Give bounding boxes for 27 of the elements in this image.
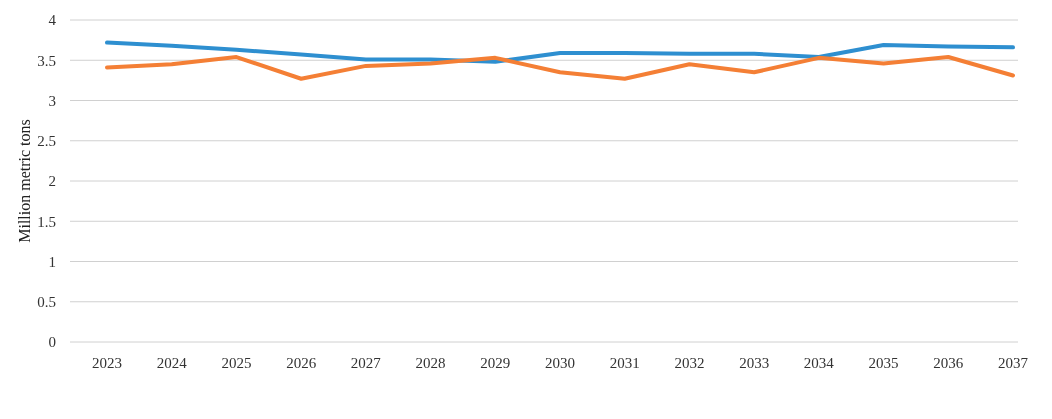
x-tick-label: 2036 — [933, 355, 964, 371]
x-tick-label: 2035 — [868, 355, 899, 371]
x-tick-label: 2029 — [480, 355, 511, 371]
line-series — [105, 55, 1015, 81]
x-tick-label: 2028 — [415, 355, 446, 371]
x-tick-label: 2024 — [156, 355, 188, 371]
x-tick-label: 2030 — [545, 355, 575, 371]
x-tick-label: 2027 — [350, 355, 382, 371]
y-tick-label: 1 — [48, 253, 56, 270]
y-tick-label: 0 — [48, 334, 56, 351]
x-tick-label: 2031 — [609, 355, 640, 371]
x-tick-label: 2026 — [286, 355, 317, 371]
x-tick-label: 2034 — [803, 355, 835, 371]
y-tick-label: 0.5 — [37, 294, 56, 310]
y-tick-label: 3 — [48, 92, 56, 109]
y-tick-label: 3.5 — [37, 52, 56, 69]
x-tick-label: 2023 — [92, 355, 122, 371]
y-tick-label: 1.5 — [37, 213, 56, 230]
y-tick-label: 4 — [48, 12, 57, 29]
x-tick-label: 2025 — [221, 355, 252, 371]
x-tick-label: 2033 — [739, 355, 770, 371]
y-tick-label: 2 — [48, 173, 56, 190]
y-tick-label: 2.5 — [37, 133, 56, 149]
y-axis-title: Million metric tons — [16, 119, 33, 243]
x-tick-label: 2032 — [674, 355, 705, 371]
x-tick-label: 2037 — [998, 355, 1029, 371]
line-series — [105, 40, 1015, 64]
